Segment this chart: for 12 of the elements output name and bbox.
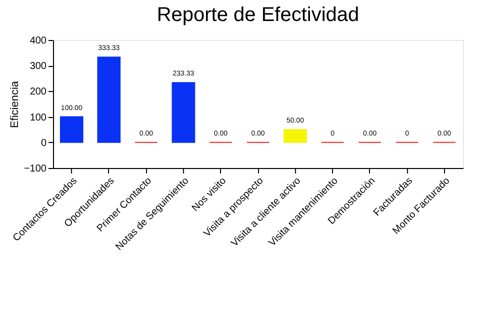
y-tick-label: 0 [40, 138, 47, 149]
bar [60, 116, 84, 143]
y-tick-label: 300 [30, 61, 47, 72]
bar [172, 82, 196, 143]
bar [284, 129, 307, 143]
y-tick-label: 400 [30, 36, 47, 46]
y-tick-label: 100 [30, 112, 47, 124]
chart-title: Reporte de Efectividad [156, 4, 360, 26]
y-tick-label: −100 [24, 164, 47, 174]
y-tick-label: 200 [30, 86, 47, 98]
bar [97, 56, 121, 143]
y-axis-title: Eficiencia [8, 80, 21, 128]
